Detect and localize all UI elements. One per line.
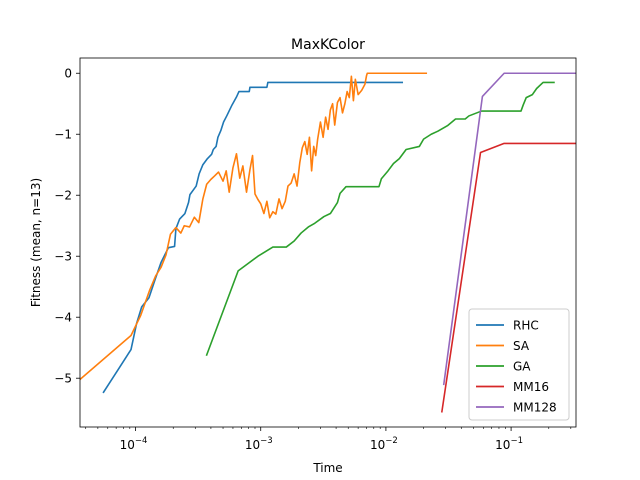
x-tick-base: 10 — [245, 438, 260, 452]
x-tick-label: 10−1 — [495, 436, 523, 452]
y-tick-label: −3 — [54, 250, 72, 264]
legend: RHC SA GA MM16 MM128 — [468, 308, 570, 421]
y-axis: 0 −1 −2 −3 −4 −5 — [54, 67, 80, 386]
series-line-ga — [205, 81, 555, 357]
series-line-sa — [80, 72, 428, 381]
x-tick-exponent: −1 — [510, 436, 523, 446]
legend-label-rhc: RHC — [513, 319, 539, 333]
x-tick-base: 10 — [495, 438, 510, 452]
x-axis-label: Time — [312, 461, 342, 475]
legend-label-ga: GA — [513, 360, 531, 374]
chart-title: MaxKColor — [291, 37, 365, 53]
legend-label-mm128: MM128 — [513, 401, 557, 415]
y-tick-label: −1 — [54, 128, 72, 142]
plot-frame — [79, 57, 577, 428]
x-tick-exponent: −4 — [135, 436, 148, 446]
series-line-mm16 — [440, 142, 576, 413]
x-tick-exponent: −2 — [385, 436, 398, 446]
x-tick-exponent: −3 — [260, 436, 273, 446]
y-tick-label: −5 — [54, 372, 72, 386]
series-line-rhc — [102, 81, 404, 394]
y-tick-label: −4 — [54, 311, 72, 325]
series-line-mm128 — [442, 72, 576, 386]
x-tick-label: 10−3 — [245, 436, 273, 452]
plot-area — [79, 57, 577, 428]
x-tick-label: 10−4 — [120, 436, 148, 452]
x-tick-label: 10−2 — [370, 436, 398, 452]
y-axis-label: Fitness (mean, n=13) — [29, 178, 43, 307]
x-tick-base: 10 — [370, 438, 385, 452]
legend-box — [468, 308, 570, 421]
legend-label-mm16: MM16 — [513, 380, 549, 394]
y-tick-label: 0 — [64, 67, 72, 81]
x-tick-base: 10 — [120, 438, 135, 452]
series-layer — [80, 72, 576, 413]
legend-label-sa: SA — [513, 339, 530, 353]
y-tick-label: −2 — [54, 189, 72, 203]
x-axis: 10−4 10−3 10−2 10−1 — [85, 427, 572, 452]
